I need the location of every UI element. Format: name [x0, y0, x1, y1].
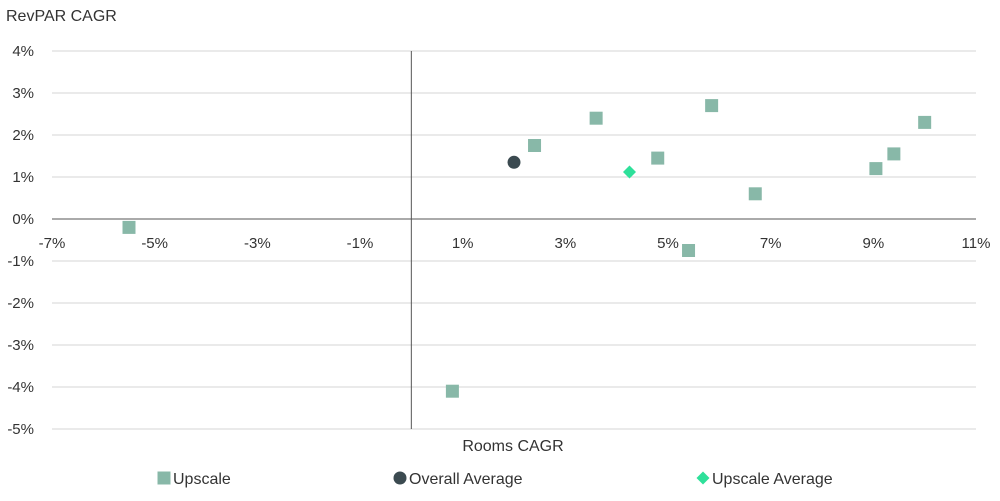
- y-tick-label: -2%: [7, 295, 34, 312]
- data-point: [445, 384, 459, 398]
- data-point: [528, 139, 542, 152]
- x-tick-label: 1%: [452, 235, 474, 252]
- data-point: [651, 151, 665, 165]
- y-tick-label: -1%: [7, 253, 34, 270]
- x-tick-label: 9%: [862, 235, 884, 252]
- legend-label: Overall Average: [409, 471, 523, 488]
- legend-marker: [157, 471, 171, 485]
- data-point: [623, 165, 636, 179]
- x-tick-labels: -7% -5% -3% -1% 1% 3% 5% 7% 9% 11%: [39, 235, 991, 252]
- x-tick-label: 7%: [760, 235, 782, 252]
- data-point: [918, 115, 932, 129]
- data-point: [589, 111, 603, 125]
- legend-label: Upscale: [173, 471, 231, 488]
- y-tick-label: 2%: [12, 127, 34, 144]
- y-tick-labels: 4% 3% 2% 1% 0% -1% -2% -3% -4% -5%: [7, 43, 34, 438]
- data-point: [122, 220, 136, 234]
- data-points: [122, 99, 932, 398]
- x-tick-label: 11%: [962, 235, 991, 252]
- x-tick-label: -5%: [141, 235, 168, 252]
- y-tick-label: 3%: [12, 85, 34, 102]
- y-tick-label: 0%: [12, 211, 34, 228]
- x-tick-label: 5%: [657, 235, 679, 252]
- legend: Upscale Overall Average Upscale Average: [157, 471, 833, 488]
- data-point: [507, 155, 521, 169]
- axes: [52, 51, 976, 429]
- y-tick-label: -4%: [7, 379, 34, 396]
- data-point: [682, 244, 696, 257]
- x-tick-label: -7%: [39, 235, 66, 252]
- y-tick-label: 1%: [12, 169, 34, 186]
- y-tick-label: -3%: [7, 337, 34, 354]
- legend-marker: [696, 471, 710, 485]
- legend-label: Upscale Average: [712, 471, 833, 488]
- y-tick-label: -5%: [7, 421, 34, 438]
- data-point: [869, 162, 883, 176]
- y-axis-title: RevPAR CAGR: [6, 8, 117, 25]
- x-axis-title: Rooms CAGR: [462, 438, 563, 455]
- y-tick-label: 4%: [12, 43, 34, 60]
- data-point: [705, 99, 719, 113]
- data-point: [748, 187, 762, 201]
- x-tick-label: -1%: [347, 235, 374, 252]
- legend-marker: [393, 471, 407, 485]
- data-point: [887, 147, 901, 161]
- gridlines: [52, 50, 976, 430]
- x-tick-label: 3%: [554, 235, 576, 252]
- x-tick-label: -3%: [244, 235, 271, 252]
